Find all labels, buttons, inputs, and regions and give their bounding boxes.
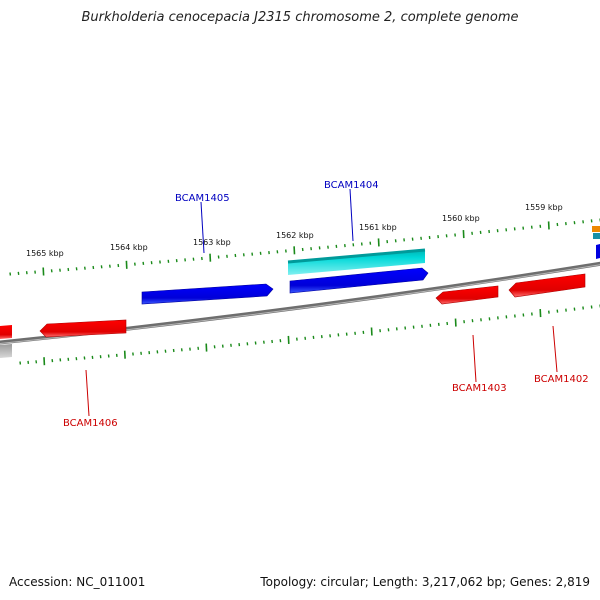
kbp-label-1562: 1562 kbp	[276, 231, 314, 240]
label-bcam1402[interactable]: BCAM1402	[534, 374, 589, 385]
inner-tick-row	[19, 304, 600, 366]
label-bcam1404[interactable]: BCAM1404	[324, 180, 379, 191]
gene-edge-reverse[interactable]	[0, 325, 12, 339]
accession-text: Accession: NC_011001	[9, 575, 146, 589]
kbp-label-1560: 1560 kbp	[442, 214, 480, 223]
leader-bcam1405	[200, 201, 205, 254]
gene-edge-orange[interactable]	[592, 226, 600, 232]
label-bcam1405[interactable]: BCAM1405	[175, 193, 230, 204]
gene-bcam1405[interactable]	[141, 283, 274, 305]
kbp-label-1564: 1564 kbp	[110, 243, 148, 252]
label-bcam1406[interactable]: BCAM1406	[63, 418, 118, 429]
kbp-label-1563: 1563 kbp	[193, 238, 231, 247]
gene-edge-forward[interactable]	[596, 244, 600, 259]
leader-bcam1404	[349, 188, 354, 242]
gene-bcam1406[interactable]	[39, 319, 127, 338]
gene-edge-teal[interactable]	[593, 233, 600, 239]
topology-text: Topology: circular; Length: 3,217,062 bp…	[260, 575, 590, 589]
kbp-label-1565: 1565 kbp	[26, 249, 64, 258]
leader-bcam1406	[85, 369, 90, 417]
genome-title: Burkholderia cenocepacia J2315 chromosom…	[81, 10, 519, 25]
leader-bcam1402	[552, 325, 558, 373]
label-bcam1403[interactable]: BCAM1403	[452, 383, 507, 394]
kbp-label-1559: 1559 kbp	[525, 203, 563, 212]
gene-bcam1403[interactable]	[435, 285, 499, 305]
gene-edge-gray[interactable]	[0, 344, 12, 358]
leader-bcam1403	[472, 334, 477, 383]
gene-bcam1404[interactable]	[289, 267, 429, 294]
gene-bcam1404-rna[interactable]	[288, 250, 425, 275]
kbp-label-1561: 1561 kbp	[359, 223, 397, 232]
gene-bcam1402[interactable]	[508, 273, 586, 298]
outer-tick-row	[9, 218, 600, 276]
